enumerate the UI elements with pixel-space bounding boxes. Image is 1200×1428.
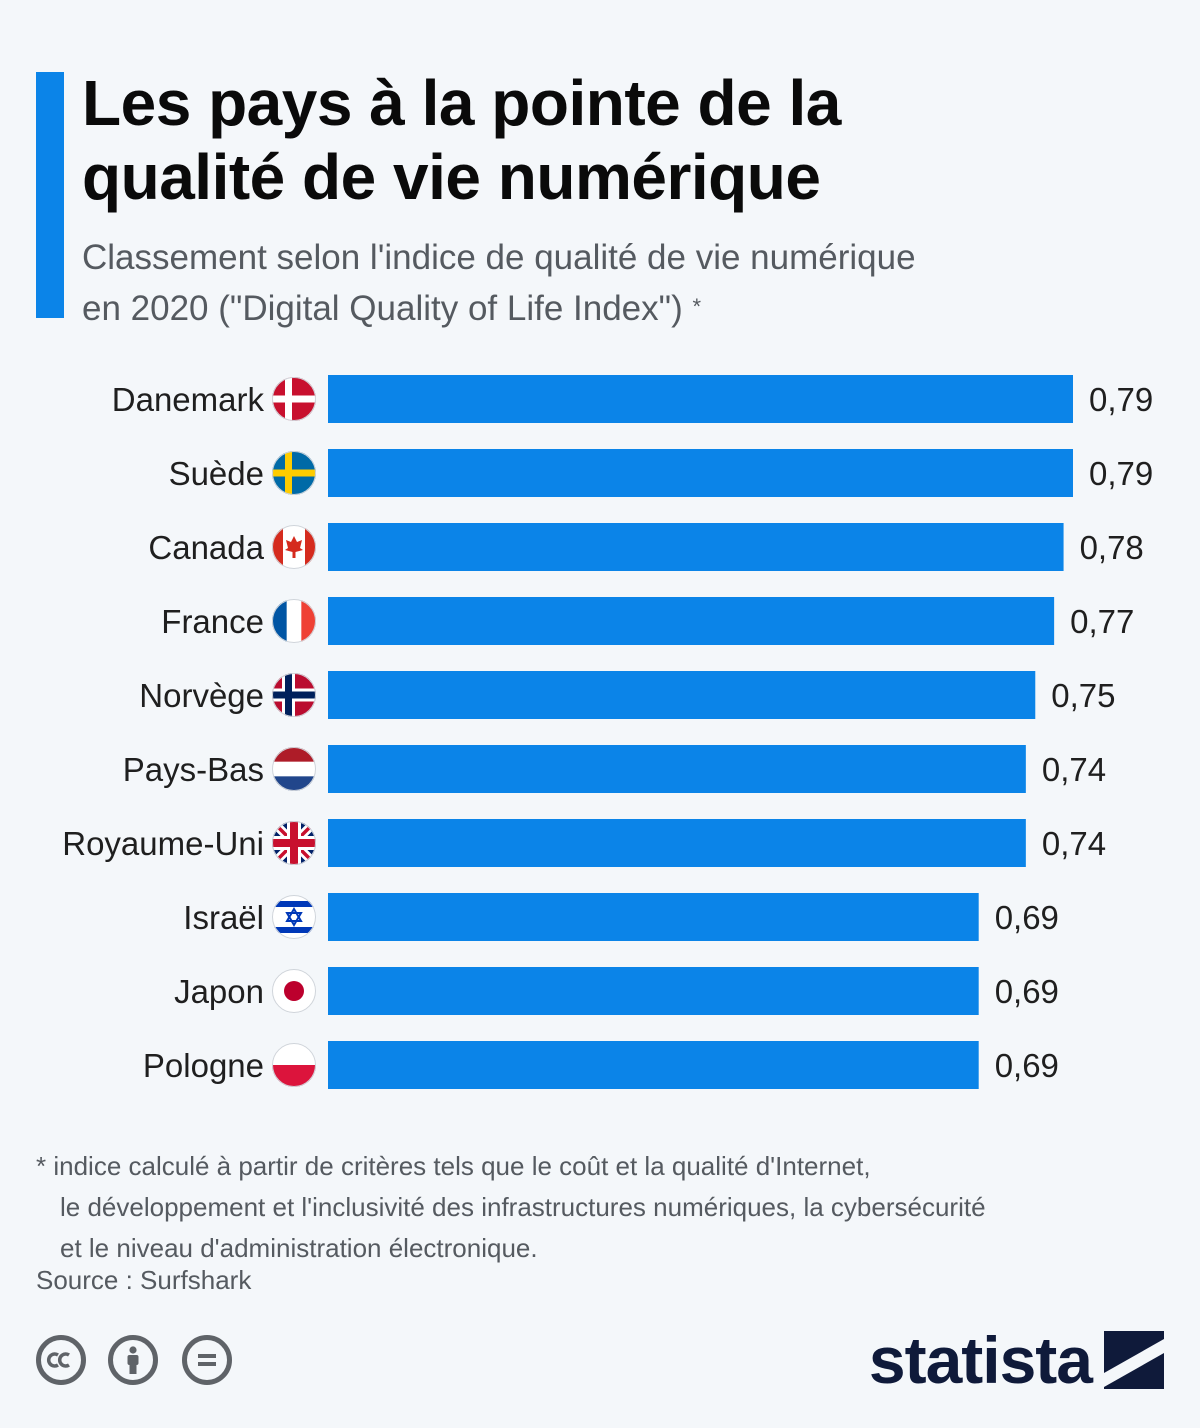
category-label: Pologne [143,1047,264,1084]
category-label: Israël [183,899,264,936]
bar [328,375,1073,423]
bar [328,745,1026,793]
title-line-2: qualité de vie numérique [82,141,821,213]
source-note: Source : Surfshark [36,1265,252,1295]
subtitle-footnote-marker: * [692,294,702,319]
poland-flag-icon [272,1043,316,1087]
subtitle-line-2: en 2020 ("Digital Quality of Life Index"… [82,283,1162,334]
canada-flag-icon [272,525,316,569]
bar [328,449,1073,497]
footnote: * indice calculé à partir de critères te… [36,1146,1186,1269]
value-label: 0,74 [1042,751,1106,788]
bar [328,671,1036,719]
nd-glyph [198,1354,216,1366]
value-label: 0,79 [1089,381,1153,418]
value-label: 0,78 [1080,529,1144,566]
statista-logo-mark [1104,1331,1164,1389]
value-label: 0,69 [995,899,1059,936]
category-label: Royaume-Uni [62,825,264,862]
accent-bar [36,72,64,318]
bar [328,523,1064,571]
nd-icon[interactable] [182,1335,232,1385]
denmark-flag-icon [272,377,316,421]
uk-flag-icon [272,821,316,865]
category-label: Norvège [139,677,264,714]
bar-chart: Danemark 0,79 Suède 0,79 Canada 0,78 France 0,7… [62,375,1153,1089]
footnote-line-3: et le niveau d'administration électroniq… [60,1233,538,1263]
category-label: France [161,603,264,640]
netherlands-flag-icon [272,747,316,791]
category-label: Pays-Bas [123,751,264,788]
by-glyph [127,1346,139,1374]
value-label: 0,69 [995,973,1059,1010]
bar [328,893,979,941]
value-label: 0,69 [995,1047,1059,1084]
value-label: 0,77 [1070,603,1134,640]
footnote-line-1: * indice calculé à partir de critères te… [36,1151,871,1181]
cc-icon[interactable] [36,1335,86,1385]
bar [328,1041,979,1089]
title-line-1: Les pays à la pointe de la [82,67,841,139]
category-label: Suède [169,455,264,492]
subtitle-line-2-text: en 2020 ("Digital Quality of Life Index"… [82,289,683,328]
israel-flag-icon [272,895,316,939]
sweden-flag-icon [272,451,316,495]
value-label: 0,75 [1051,677,1115,714]
bar [328,819,1026,867]
subtitle-line-1: Classement selon l'indice de qualité de … [82,238,916,277]
france-flag-icon [272,599,316,643]
statista-logo[interactable]: statista [869,1322,1164,1398]
chart-title: Les pays à la pointe de la qualité de vi… [82,66,1142,214]
category-label: Japon [174,973,264,1010]
footnote-line-2: le développement et l'inclusivité des in… [60,1192,986,1222]
bar [328,967,979,1015]
japan-flag-icon [272,969,316,1013]
value-label: 0,74 [1042,825,1106,862]
chart-subtitle: Classement selon l'indice de qualité de … [82,232,1162,334]
by-icon[interactable] [108,1335,158,1385]
category-label: Danemark [112,381,265,418]
value-label: 0,79 [1089,455,1153,492]
norway-flag-icon [272,673,316,717]
bar [328,597,1055,645]
cc-glyph [47,1352,70,1368]
category-label: Canada [148,529,264,566]
statista-logo-text: statista [868,1323,1093,1397]
